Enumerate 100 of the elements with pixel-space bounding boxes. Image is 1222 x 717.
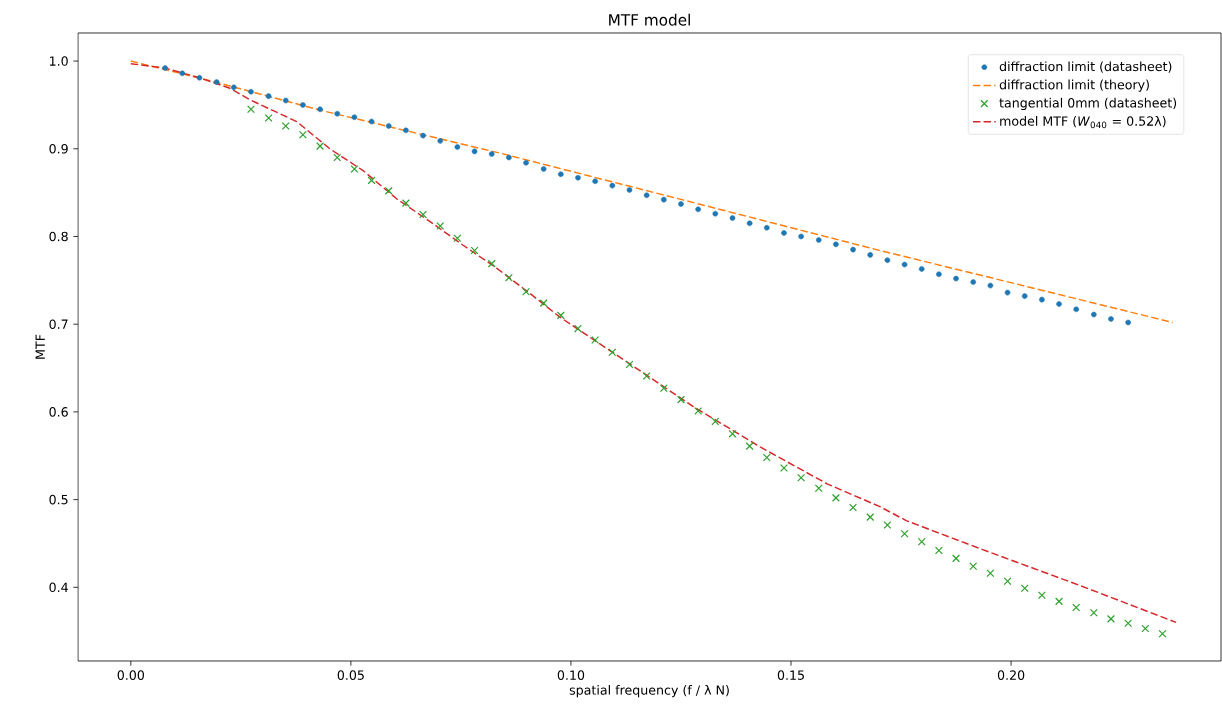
- y-tick-label: 0.7: [49, 319, 68, 329]
- point: [884, 257, 891, 263]
- point: [385, 123, 392, 129]
- point: [231, 84, 237, 91]
- point: [952, 554, 961, 563]
- point: [797, 473, 806, 482]
- y-tick-label: 1.0: [49, 56, 68, 66]
- point: [556, 311, 565, 320]
- legend-label: tangential 0mm (datasheet): [999, 97, 1177, 111]
- line-series: [130, 62, 1177, 624]
- x-axis-title: spatial frequency (f / λ N): [569, 685, 729, 698]
- point: [728, 429, 737, 438]
- point: [300, 102, 306, 108]
- point: [1089, 608, 1098, 617]
- point: [762, 453, 771, 462]
- y-tick-label: 0.6: [49, 407, 68, 417]
- point: [1056, 301, 1062, 307]
- point: [522, 287, 531, 296]
- point: [695, 206, 701, 213]
- point: [437, 138, 444, 144]
- y-tick-label: 0.5: [49, 494, 68, 505]
- point: [265, 93, 272, 99]
- point: [746, 220, 753, 227]
- point: [661, 196, 667, 203]
- x-tick-label: 0.00: [117, 670, 145, 680]
- point: [575, 174, 581, 181]
- point: [1124, 619, 1133, 628]
- point: [831, 493, 840, 502]
- point: [179, 70, 186, 77]
- point: [643, 192, 650, 199]
- point: [798, 233, 804, 240]
- point: [676, 395, 685, 404]
- point: [815, 237, 822, 243]
- point: [901, 261, 908, 268]
- y-tick-label: 0.9: [49, 143, 68, 154]
- legend-label: diffraction limit (datasheet): [999, 61, 1172, 73]
- y-tick-label: 0.8: [49, 231, 68, 242]
- point: [850, 246, 856, 253]
- point: [471, 148, 478, 155]
- point: [282, 97, 289, 104]
- point: [506, 154, 512, 161]
- point: [539, 299, 548, 308]
- point: [936, 271, 942, 277]
- point: [350, 164, 359, 173]
- point: [694, 407, 703, 415]
- point: [264, 114, 273, 123]
- point: [384, 186, 393, 195]
- point: [523, 160, 529, 166]
- point: [1107, 614, 1115, 623]
- point: [1158, 629, 1167, 638]
- x-tick-label: 0.10: [557, 670, 585, 680]
- point: [401, 199, 410, 208]
- point: [609, 182, 616, 189]
- x-tick-label: 0.05: [337, 670, 364, 680]
- point: [1125, 319, 1131, 326]
- point: [591, 335, 600, 344]
- point: [246, 105, 255, 114]
- point: [504, 273, 513, 282]
- point: [1037, 591, 1046, 600]
- point: [196, 74, 203, 81]
- point: [367, 176, 376, 185]
- point: [642, 371, 651, 380]
- point: [316, 142, 325, 151]
- point: [1055, 597, 1064, 606]
- point: [213, 79, 220, 85]
- point: [781, 230, 787, 236]
- point: [764, 224, 770, 231]
- x-tick-label: 0.20: [997, 670, 1025, 680]
- point: [351, 114, 358, 120]
- point: [487, 259, 496, 268]
- line-series: [130, 60, 1174, 324]
- point: [953, 275, 959, 282]
- point: [608, 348, 617, 357]
- point: [334, 110, 341, 117]
- point: [969, 562, 978, 571]
- point: [1003, 577, 1012, 586]
- point: [453, 234, 462, 243]
- point: [403, 127, 409, 134]
- point: [592, 178, 598, 185]
- point: [883, 521, 892, 530]
- point: [833, 241, 839, 248]
- point: [1004, 289, 1011, 296]
- point: [900, 529, 909, 538]
- point: [281, 121, 290, 130]
- legend-label: diffraction limit (theory): [999, 79, 1149, 92]
- point: [419, 210, 428, 219]
- point: [986, 569, 995, 578]
- point: [454, 144, 461, 150]
- point: [970, 279, 977, 285]
- point: [470, 246, 479, 255]
- point: [814, 484, 823, 493]
- point: [420, 132, 426, 139]
- point: [558, 171, 564, 177]
- point: [712, 210, 719, 217]
- point: [1039, 296, 1045, 303]
- y-tick-label: 0.4: [49, 582, 68, 593]
- point: [298, 130, 307, 139]
- point: [867, 252, 874, 258]
- point: [626, 187, 633, 193]
- point: [368, 118, 375, 125]
